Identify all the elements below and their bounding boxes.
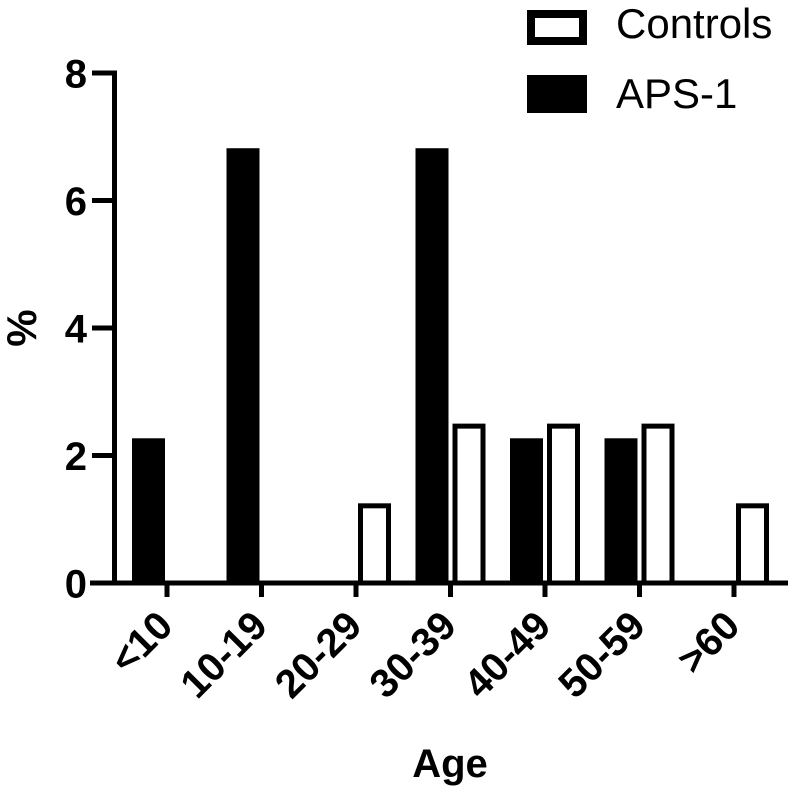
x-tick-label: 10-19 bbox=[172, 603, 275, 706]
x-tick-label: >60 bbox=[669, 603, 748, 682]
y-tick-label: 0 bbox=[65, 563, 87, 607]
bar-controls-5 bbox=[547, 423, 580, 586]
y-tick-label: 8 bbox=[65, 53, 87, 97]
y-tick-label: 4 bbox=[65, 308, 88, 352]
bar-aps-1-2 bbox=[226, 148, 260, 583]
bar-controls-6 bbox=[641, 423, 675, 586]
x-axis-label: Age bbox=[412, 742, 488, 786]
y-axis-label: % bbox=[0, 309, 45, 347]
aps1-swatch-icon bbox=[527, 75, 587, 113]
y-tick-label: 6 bbox=[65, 180, 87, 224]
bar-aps-1-6 bbox=[604, 438, 638, 583]
legend-label-aps1: APS-1 bbox=[616, 70, 738, 117]
bar-aps-1-1 bbox=[132, 438, 165, 583]
x-tick-label: 50-59 bbox=[550, 603, 653, 706]
x-tick-label: 20-29 bbox=[267, 603, 370, 706]
x-tick-label: 40-49 bbox=[456, 603, 559, 706]
x-tick-label: 30-39 bbox=[361, 603, 464, 706]
bar-aps-1-5 bbox=[510, 438, 543, 583]
legend-label-controls: Controls bbox=[616, 0, 773, 47]
controls-swatch-icon bbox=[527, 10, 587, 45]
bar-controls-7 bbox=[736, 503, 769, 586]
bar-aps-1-4 bbox=[415, 148, 449, 583]
bar-controls-3 bbox=[358, 503, 391, 586]
bar-controls-4 bbox=[452, 423, 486, 586]
x-tick-label: <10 bbox=[102, 603, 181, 682]
y-tick-label: 2 bbox=[65, 435, 87, 479]
